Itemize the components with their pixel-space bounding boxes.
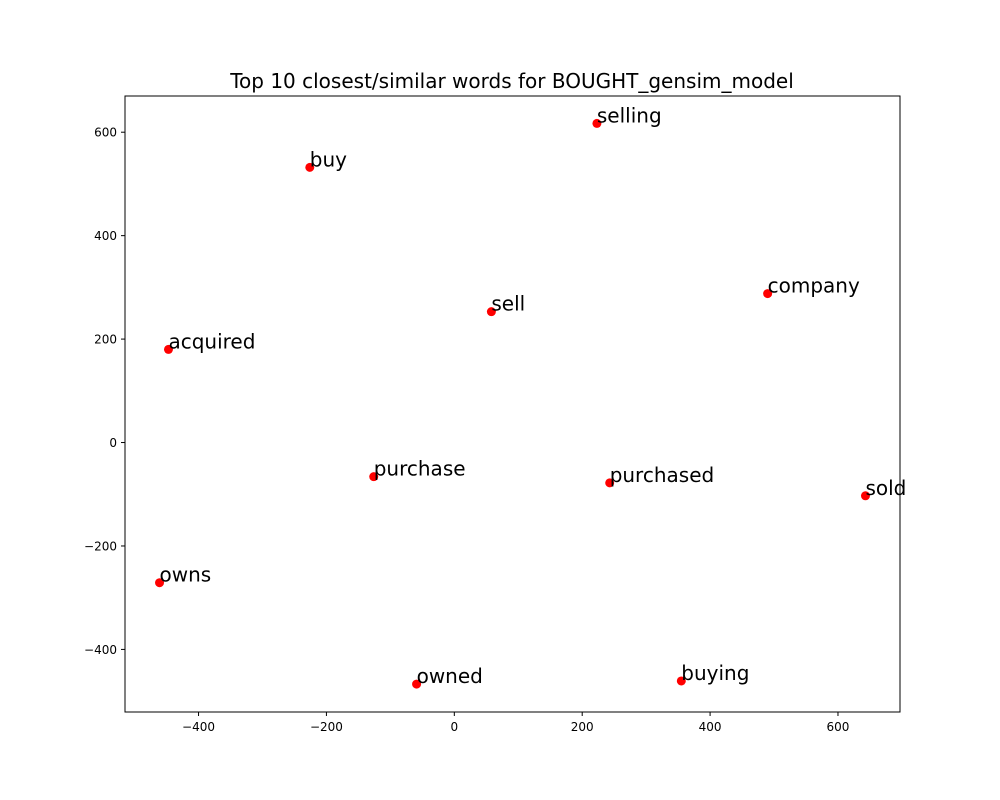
- point-label-acquired: acquired: [168, 329, 255, 353]
- data-point-company: [763, 289, 773, 299]
- point-label-owned: owned: [417, 664, 483, 688]
- y-tick-label: −400: [84, 643, 117, 657]
- point-label-purchase: purchase: [374, 457, 466, 481]
- x-tick-label: −400: [182, 720, 215, 734]
- point-label-purchased: purchased: [610, 463, 715, 487]
- axis-ticks: −400 −200 0 200 400 600 −400 −200 0 200 400 600: [84, 126, 849, 734]
- data-point-acquired: [163, 344, 173, 354]
- x-tick-label: −200: [310, 720, 343, 734]
- data-points: [155, 118, 870, 689]
- data-point-buying: [676, 676, 686, 686]
- y-tick-label: 0: [109, 436, 117, 450]
- plot-frame: [124, 95, 901, 713]
- point-label-buy: buy: [310, 147, 347, 171]
- data-point-sold: [860, 491, 870, 501]
- point-label-owns: owns: [160, 563, 212, 587]
- point-label-selling: selling: [597, 103, 662, 127]
- x-tick-label: 0: [450, 720, 458, 734]
- point-label-buying: buying: [681, 661, 749, 685]
- data-point-sell: [486, 307, 496, 317]
- y-tick-label: −200: [84, 539, 117, 553]
- point-label-company: company: [768, 274, 860, 298]
- point-labels: selling buy company sell acquired purchase pur…: [160, 103, 907, 688]
- data-point-owns: [155, 578, 165, 588]
- data-point-owned: [412, 679, 422, 689]
- point-label-sell: sell: [491, 292, 525, 316]
- x-tick-label: 400: [699, 720, 722, 734]
- y-tick-label: 600: [94, 126, 117, 140]
- x-tick-label: 600: [827, 720, 850, 734]
- data-point-buy: [305, 162, 315, 172]
- data-point-purchase: [369, 472, 379, 482]
- chart-title: Top 10 closest/similar words for BOUGHT_…: [229, 69, 794, 93]
- data-point-selling: [592, 118, 602, 128]
- y-tick-label: 400: [94, 229, 117, 243]
- x-tick-label: 200: [571, 720, 594, 734]
- y-tick-label: 200: [94, 333, 117, 347]
- data-point-purchased: [605, 478, 615, 488]
